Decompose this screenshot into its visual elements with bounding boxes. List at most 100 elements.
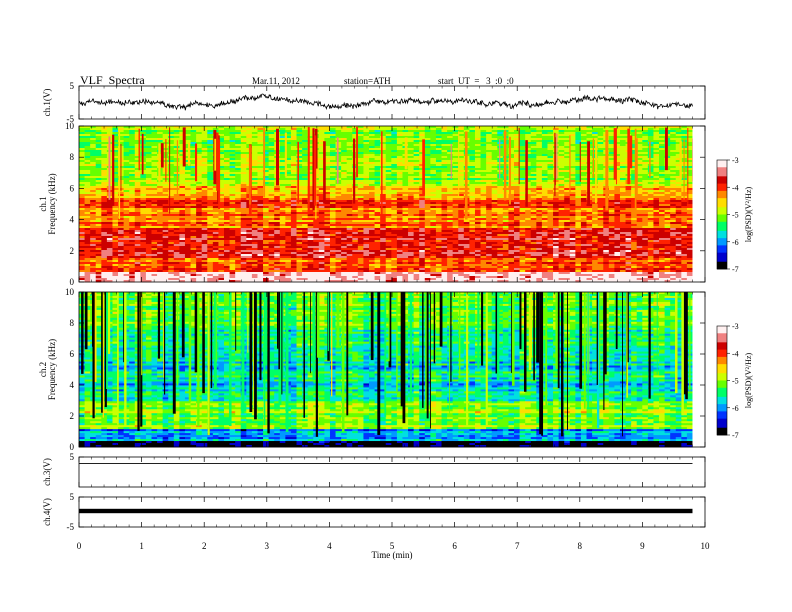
sferic-stripe	[689, 292, 691, 391]
y-tick-label: 0	[70, 277, 75, 287]
x-tick-label: 5	[390, 541, 395, 551]
sferic-stripe	[634, 128, 637, 218]
sferic-stripe	[616, 127, 617, 185]
sferic-stripe	[313, 135, 317, 206]
sferic-stripe	[458, 292, 461, 379]
sferic-stripe	[194, 292, 198, 373]
sferic-stripe	[218, 139, 221, 210]
sferic-stripe	[561, 292, 564, 437]
sferic-stripe	[112, 134, 115, 206]
sferic-stripe	[235, 292, 237, 351]
sferic-stripe	[603, 292, 607, 375]
y-axis-label: ch.1(V)	[42, 89, 52, 117]
sferic-stripe	[254, 292, 257, 420]
sferic-stripe	[687, 128, 689, 204]
y-tick-label: -5	[67, 114, 75, 124]
sferic-stripe	[81, 292, 84, 374]
x-tick-label: 6	[452, 541, 457, 551]
sferic-stripe	[615, 292, 618, 350]
sferic-stripe	[495, 292, 498, 374]
sferic-stripe	[314, 128, 318, 169]
sferic-stripe	[626, 292, 629, 398]
sferic-stripe	[557, 292, 560, 389]
sferic-stripe	[195, 143, 198, 182]
sferic-stripe	[341, 292, 345, 432]
sferic-stripe	[466, 292, 469, 427]
sferic-stripe	[163, 292, 165, 378]
y-tick-label: 5	[70, 81, 75, 91]
sferic-stripe	[315, 292, 318, 437]
sferic-stripe	[187, 142, 191, 166]
sferic-stripe	[263, 127, 266, 198]
sferic-stripe	[422, 139, 425, 196]
y-tick-label: 2	[70, 246, 75, 256]
sferic-stripe	[499, 139, 501, 180]
sferic-stripe	[164, 292, 166, 395]
sferic-stripe	[108, 136, 111, 200]
sferic-stripe	[182, 127, 186, 167]
x-tick-label: 9	[640, 541, 645, 551]
sferic-stripe	[284, 132, 287, 177]
y-axis-label: Frequency (kHz)	[47, 339, 57, 400]
sferic-stripe	[141, 133, 144, 175]
sferic-stripe	[433, 292, 436, 364]
sferic-stripe	[84, 292, 88, 350]
sferic-stripe	[297, 141, 300, 204]
sferic-stripe	[477, 292, 480, 369]
sferic-stripe	[172, 292, 176, 414]
sferic-stripe	[216, 132, 219, 191]
sferic-stripe	[106, 292, 108, 389]
colorbar-label: log(PSD)(V²/Hz)	[744, 187, 753, 243]
sferic-stripe	[458, 131, 460, 197]
sferic-stripe	[336, 292, 340, 347]
sferic-stripe	[579, 292, 583, 389]
x-tick-label: 3	[265, 541, 270, 551]
x-tick-label: 10	[701, 541, 711, 551]
colorbar-tick-label: -3	[732, 156, 739, 165]
colorbar-tick-label: -4	[732, 183, 739, 192]
sferic-stripe	[409, 292, 413, 402]
sferic-stripe	[567, 292, 568, 431]
sferic-stripe	[330, 292, 333, 397]
sferic-stripe	[404, 137, 408, 170]
sferic-stripe	[649, 140, 651, 178]
y-tick-label: 2	[70, 411, 75, 421]
x-tick-label: 1	[139, 541, 144, 551]
sferic-stripe	[107, 292, 111, 354]
sferic-stripe	[425, 292, 428, 407]
sferic-stripe	[592, 138, 594, 178]
sferic-stripe	[249, 145, 251, 205]
colorbar-tick-label: -3	[732, 322, 739, 331]
sferic-stripe	[541, 292, 544, 436]
sferic-stripe	[267, 292, 270, 434]
sferic-stripe	[596, 292, 600, 429]
sferic-stripe	[681, 292, 684, 416]
sferic-stripe	[346, 292, 349, 416]
colorbar-tick-label: -4	[732, 349, 739, 358]
sferic-stripe	[629, 135, 633, 169]
sferic-stripe	[503, 130, 507, 201]
sferic-stripe	[481, 292, 484, 366]
sferic-stripe	[496, 292, 500, 381]
y-axis-label: ch.3(V)	[42, 458, 52, 486]
sferic-stripe	[197, 292, 200, 427]
sferic-stripe	[92, 292, 95, 419]
sferic-stripe	[158, 143, 161, 182]
sferic-stripe	[203, 292, 205, 378]
sferic-stripe	[188, 292, 192, 402]
sferic-stripe	[587, 292, 589, 408]
date-label: Mar.11, 2012	[252, 76, 300, 86]
sferic-stripe	[336, 137, 339, 184]
sferic-stripe	[422, 292, 424, 408]
sferic-stripe	[281, 292, 284, 378]
y-tick-label: 10	[65, 287, 75, 297]
sferic-stripe	[587, 141, 590, 206]
x-axis-label: Time (min)	[372, 550, 413, 560]
sferic-stripe	[120, 144, 122, 192]
sferic-stripe	[509, 136, 511, 205]
sferic-stripe	[259, 292, 262, 381]
y-tick-label: 8	[70, 152, 75, 162]
sferic-stripe	[276, 128, 279, 186]
y-axis-label: ch.2	[38, 362, 48, 377]
sferic-stripe	[569, 135, 571, 194]
